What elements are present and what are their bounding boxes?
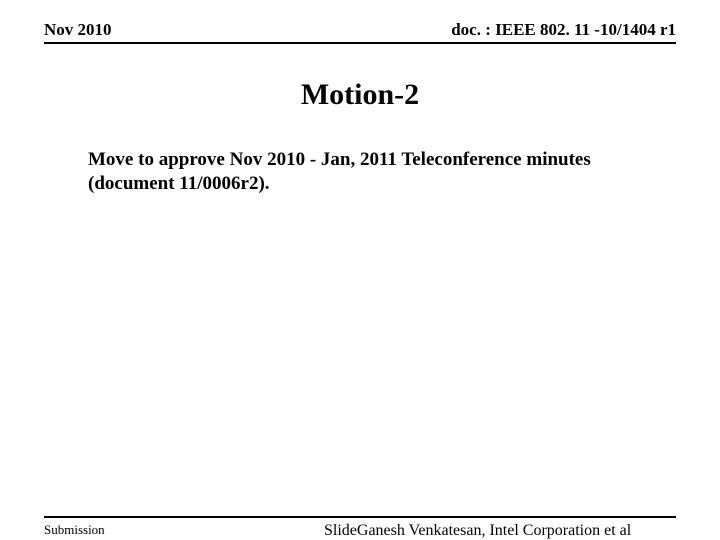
footer-slide-author: SlideGanesh Venkatesan, Intel Corporatio… [324, 522, 631, 540]
slide-footer: Submission SlideGanesh Venkatesan, Intel… [44, 516, 676, 520]
slide-header: Nov 2010 doc. : IEEE 802. 11 -10/1404 r1 [44, 20, 676, 44]
footer-submission-label: Submission [44, 522, 105, 538]
header-date: Nov 2010 [44, 20, 112, 40]
header-doc-id: doc. : IEEE 802. 11 -10/1404 r1 [451, 20, 676, 40]
slide-title: Motion-2 [0, 78, 720, 112]
motion-text: Move to approve Nov 2010 - Jan, 2011 Tel… [88, 148, 666, 196]
